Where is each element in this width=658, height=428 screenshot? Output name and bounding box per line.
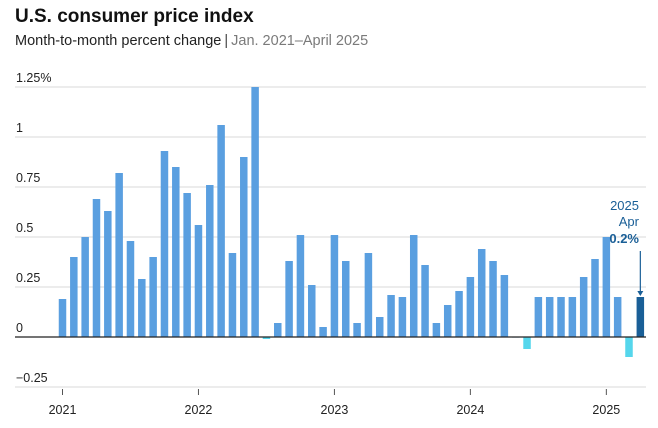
bar xyxy=(308,285,316,337)
bar xyxy=(398,297,407,337)
bar xyxy=(557,297,565,337)
bar xyxy=(375,317,384,337)
annotation-year: 2025 xyxy=(610,198,639,213)
bar xyxy=(545,297,554,337)
bar xyxy=(240,157,248,337)
subtitle-range: Jan. 2021–April 2025 xyxy=(231,33,369,49)
y-tick-label: 1.25% xyxy=(16,71,51,85)
bar xyxy=(92,199,101,337)
bar xyxy=(172,167,180,337)
y-axis-ticks: 1.25% 1 0.75 0.5 0.25 0 −0.25 xyxy=(16,71,51,385)
bar xyxy=(115,173,123,337)
annotation: 2025 Apr 0.2% xyxy=(609,198,644,296)
bar xyxy=(183,193,191,337)
bar xyxy=(285,261,293,337)
bar xyxy=(353,323,361,337)
bar xyxy=(330,235,339,337)
x-tick-label: 2021 xyxy=(49,403,77,417)
subtitle-separator: | xyxy=(224,33,229,49)
x-axis-ticks: 2021 2022 2023 2024 2025 xyxy=(49,389,620,417)
bar xyxy=(625,337,633,357)
bar xyxy=(262,337,271,339)
annotation-value: 0.2% xyxy=(609,231,639,246)
x-tick-label: 2025 xyxy=(592,403,620,417)
y-tick-label: 0.25 xyxy=(16,271,40,285)
y-tick-label: 0 xyxy=(16,321,23,335)
bar xyxy=(217,125,225,337)
annotation-month: Apr xyxy=(619,214,640,229)
x-tick-label: 2023 xyxy=(321,403,349,417)
bar xyxy=(500,275,509,337)
bar xyxy=(466,277,475,337)
bar xyxy=(523,337,531,349)
bar xyxy=(126,241,135,337)
bar xyxy=(58,299,67,337)
y-tick-label: 1 xyxy=(16,121,23,135)
x-tick-label: 2022 xyxy=(185,403,213,417)
bar xyxy=(443,305,452,337)
bar xyxy=(489,261,497,337)
x-tick-label: 2024 xyxy=(456,403,484,417)
bar xyxy=(602,237,611,337)
bar xyxy=(194,225,203,337)
bar xyxy=(206,185,214,337)
bar xyxy=(81,237,89,337)
bar xyxy=(591,259,599,337)
bar xyxy=(149,257,157,337)
bar xyxy=(138,279,146,337)
annotation-arrowhead xyxy=(637,291,644,296)
bar xyxy=(455,291,463,337)
y-tick-label: 0.5 xyxy=(16,221,33,235)
bar xyxy=(296,235,305,337)
bar xyxy=(228,253,237,337)
subtitle-label: Month-to-month percent change xyxy=(15,33,222,49)
bar xyxy=(477,249,486,337)
bar xyxy=(342,261,350,337)
bar xyxy=(274,323,282,337)
bar xyxy=(421,265,429,337)
bar xyxy=(409,235,418,337)
chart-subtitle: Month-to-month percent change | Jan. 2021–… xyxy=(15,33,368,49)
bar xyxy=(579,277,588,337)
bar xyxy=(251,87,259,337)
bar xyxy=(70,257,78,337)
bar xyxy=(160,151,169,337)
bar xyxy=(613,297,622,337)
bar xyxy=(636,297,645,337)
bar xyxy=(104,211,112,337)
bar xyxy=(319,327,327,337)
chart-title: U.S. consumer price index xyxy=(15,6,254,27)
bar xyxy=(387,295,395,337)
bars xyxy=(58,87,645,357)
bar xyxy=(534,297,543,337)
y-tick-label: 0.75 xyxy=(16,171,40,185)
y-tick-label: −0.25 xyxy=(16,371,48,385)
bar xyxy=(364,253,373,337)
bar xyxy=(432,323,441,337)
bar xyxy=(568,297,577,337)
